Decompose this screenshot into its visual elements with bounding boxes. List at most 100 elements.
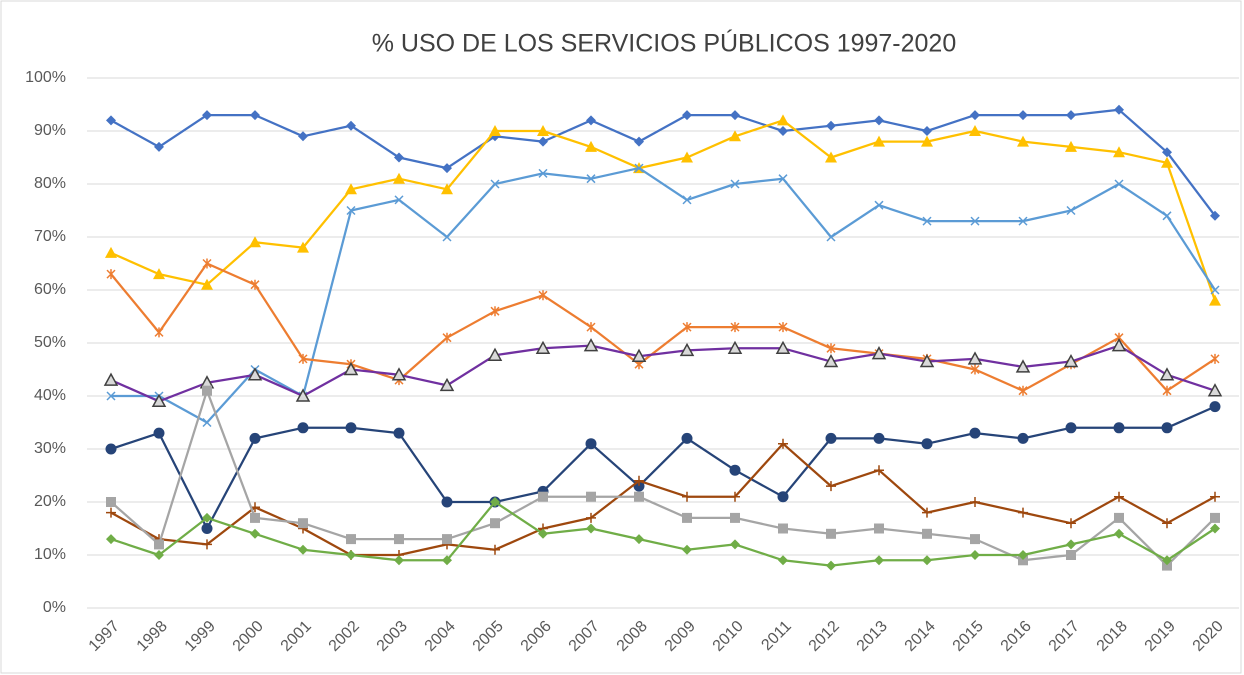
marker [730,491,740,502]
marker [729,464,741,476]
marker [586,115,596,126]
marker [1066,550,1076,560]
marker [586,523,596,534]
marker [249,236,261,248]
marker [345,183,357,195]
marker [490,497,500,507]
marker [826,120,836,131]
marker [1162,385,1172,396]
series-line [110,389,1216,567]
marker [106,497,116,507]
marker [1161,156,1173,168]
marker [1159,367,1175,381]
marker [634,491,644,502]
marker [1018,110,1028,121]
marker [151,393,167,408]
marker [394,555,404,566]
marker [489,125,501,136]
marker [634,136,644,147]
marker [343,361,359,376]
marker [153,268,165,280]
marker [106,115,116,126]
marker [826,481,836,492]
marker [249,432,261,444]
marker [826,560,836,571]
marker [394,152,404,163]
marker [490,306,500,317]
series-line [110,108,1216,217]
marker [922,507,932,518]
marker [538,491,548,502]
marker [1210,210,1220,221]
marker [1114,491,1124,502]
marker [871,346,887,360]
marker [969,427,981,439]
marker [682,195,692,205]
marker [535,340,551,355]
marker [1017,135,1029,147]
marker [969,125,981,136]
marker [634,475,644,486]
y-tick-label: 90% [34,122,66,139]
marker [106,269,116,280]
marker [681,432,693,444]
marker [586,322,596,333]
marker [970,364,980,375]
series-line [110,442,1216,557]
marker [777,114,789,126]
marker [106,534,116,545]
marker [202,417,212,428]
marker [778,322,788,333]
marker [442,555,452,566]
marker [586,512,596,523]
marker [202,385,212,396]
marker [105,246,117,258]
marker [825,432,837,444]
marker [825,151,837,163]
marker [441,496,453,508]
marker [826,232,836,242]
y-tick-label: 70% [34,228,66,245]
marker [103,372,119,386]
marker [874,115,884,126]
marker [874,200,884,210]
marker [1162,147,1172,158]
marker [538,290,548,301]
marker [1114,512,1124,523]
marker [874,555,884,566]
marker [634,163,644,173]
marker [967,351,983,365]
marker [1113,146,1125,158]
marker [154,550,164,560]
marker [778,174,788,184]
marker [1210,512,1220,523]
marker [1210,285,1220,295]
marker [730,512,740,523]
marker [922,555,932,566]
y-tick-label: 40% [34,387,66,404]
marker [727,340,743,355]
y-tick-label: 100% [25,69,66,86]
marker [153,427,165,439]
marker [585,438,597,450]
marker [778,555,788,566]
marker [586,491,596,502]
marker [247,367,263,381]
marker [538,528,548,539]
marker [346,534,356,545]
marker [919,353,935,368]
marker [391,367,407,381]
y-tick-label: 10% [34,546,66,563]
marker [442,232,452,242]
marker [298,544,308,555]
marker [1018,385,1028,396]
marker [1065,140,1077,152]
marker [730,110,740,121]
marker [538,136,548,147]
series-line [110,119,1217,301]
marker [346,550,356,560]
marker [1015,359,1031,373]
marker [1162,560,1172,571]
marker [393,427,405,439]
series-line [110,500,1216,567]
